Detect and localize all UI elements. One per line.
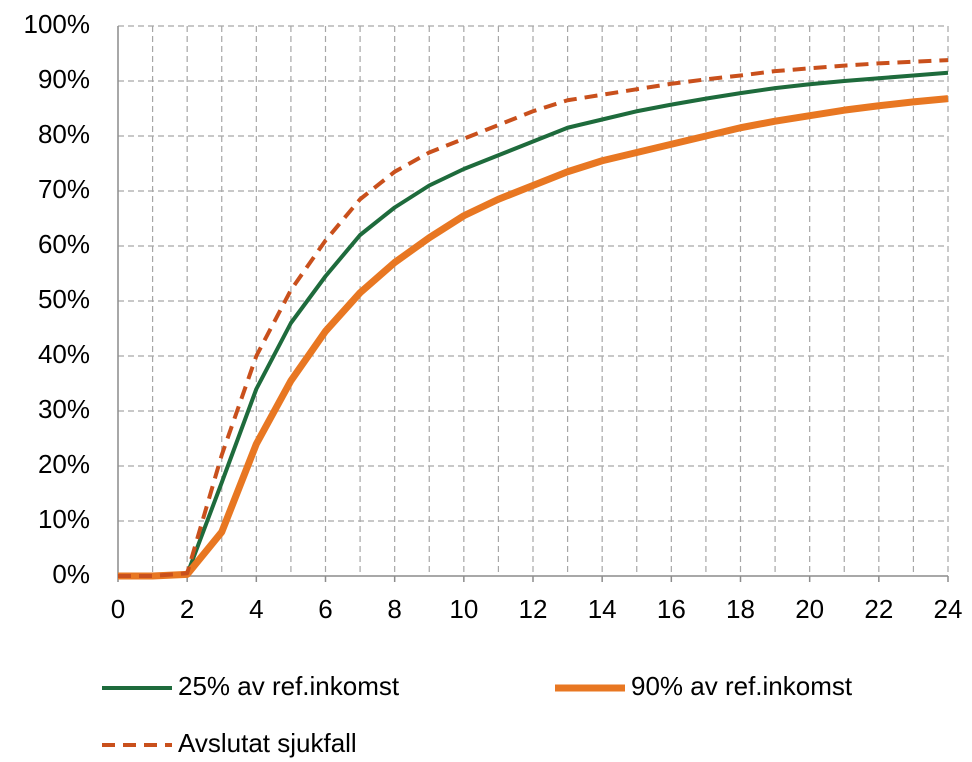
x-tick-label: 22	[864, 594, 893, 624]
x-tick-label: 2	[180, 594, 194, 624]
x-tick-label: 12	[519, 594, 548, 624]
legend-label: Avslutat sjukfall	[178, 728, 357, 758]
y-tick-label: 0%	[52, 559, 90, 589]
x-tick-label: 10	[449, 594, 478, 624]
y-tick-label: 80%	[38, 119, 90, 149]
x-tick-label: 0	[111, 594, 125, 624]
y-tick-label: 90%	[38, 64, 90, 94]
y-tick-label: 10%	[38, 504, 90, 534]
y-tick-label: 40%	[38, 339, 90, 369]
x-tick-label: 20	[795, 594, 824, 624]
series-line	[118, 95, 949, 580]
x-tick-label: 18	[726, 594, 755, 624]
x-tick-label: 14	[588, 594, 617, 624]
series-line	[118, 70, 949, 578]
y-tick-label: 20%	[38, 449, 90, 479]
y-tick-label: 70%	[38, 174, 90, 204]
legend-label: 25% av ref.inkomst	[178, 671, 400, 701]
y-tick-label: 30%	[38, 394, 90, 424]
y-tick-label: 100%	[24, 9, 91, 39]
x-tick-label: 24	[934, 594, 963, 624]
x-tick-label: 6	[318, 594, 332, 624]
x-tick-label: 16	[657, 594, 686, 624]
series-line	[118, 58, 949, 578]
x-tick-label: 4	[249, 594, 263, 624]
legend-label: 90% av ref.inkomst	[631, 671, 853, 701]
x-tick-label: 8	[387, 594, 401, 624]
y-tick-label: 60%	[38, 229, 90, 259]
y-tick-label: 50%	[38, 284, 90, 314]
